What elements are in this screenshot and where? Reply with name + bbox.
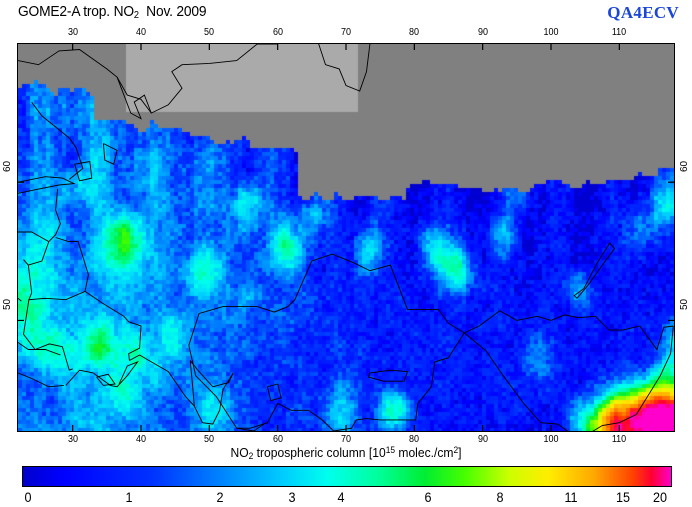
geo-line-12 [31, 101, 84, 180]
colorbar-tick-2: 2 [216, 489, 224, 505]
geo-line-7 [96, 373, 116, 386]
geo-line-24 [18, 342, 61, 356]
map-plot-area [17, 43, 675, 432]
title-date: Nov. 2009 [146, 3, 207, 20]
qa4ecv-logo: QA4ECV [607, 3, 679, 22]
colorbar-tick-8: 8 [496, 489, 504, 505]
coastline-overlay [18, 44, 674, 431]
lon-tick-110: 110 [612, 27, 627, 38]
colorbar-tick-3: 3 [288, 489, 296, 505]
colorbar-label-mid: tropospheric column [10 [253, 445, 386, 460]
colorbar-tick-1: 1 [125, 489, 133, 505]
lat-tick-left-60: 60 [2, 161, 13, 173]
lon-tick-bottom-60: 60 [272, 434, 283, 445]
title-subscript: 2 [133, 10, 139, 21]
colorbar-label-end: ] [458, 445, 462, 460]
page-title: GOME2-A trop. NO2 Nov. 2009 [18, 3, 207, 21]
colorbar-tick-6: 6 [424, 489, 432, 505]
lon-tick-bottom-40: 40 [135, 434, 147, 445]
geo-line-2 [318, 44, 371, 92]
geo-line-6 [65, 360, 139, 388]
colorbar-label-tail: molec./cm [395, 445, 454, 460]
lon-tick-100: 100 [543, 27, 559, 38]
colorbar-tick-15: 15 [616, 489, 631, 505]
lon-tick-70: 70 [340, 27, 352, 38]
geo-line-22 [129, 354, 195, 407]
colorbar-tick-0: 0 [24, 489, 32, 505]
lon-tick-bottom-30: 30 [67, 434, 78, 445]
geo-line-3 [18, 176, 76, 194]
geo-line-18 [188, 253, 465, 346]
colorbar-label: NO2 tropospheric column [1015 molec./cm2… [231, 446, 462, 461]
lon-tick-60: 60 [272, 27, 283, 38]
lon-tick-30: 30 [67, 27, 78, 38]
geo-line-5 [102, 143, 118, 165]
geo-line-16 [23, 299, 73, 371]
lon-tick-90: 90 [477, 27, 488, 38]
geo-line-10 [573, 242, 616, 299]
colorbar-gradient [23, 467, 671, 486]
colorbar-tick-4: 4 [336, 489, 345, 505]
colorbar-tick-11: 11 [564, 489, 578, 505]
lon-tick-bottom-90: 90 [477, 434, 488, 445]
geo-line-23 [236, 423, 265, 431]
geo-line-9 [266, 383, 282, 402]
geo-line-1 [116, 77, 152, 120]
lon-tick-bottom-70: 70 [340, 434, 352, 445]
geo-line-15 [27, 237, 89, 301]
lon-tick-80: 80 [409, 27, 420, 38]
title-instrument: GOME2-A trop. NO [18, 3, 134, 20]
geo-line-11 [367, 369, 409, 382]
geo-line-0 [18, 44, 278, 114]
lat-tick-left-50: 50 [2, 299, 13, 311]
geo-line-21 [463, 325, 674, 431]
geo-line-4 [74, 160, 93, 182]
geo-line-13 [23, 189, 61, 266]
lat-tick-right-60: 60 [679, 161, 690, 173]
geo-line-27 [18, 297, 22, 302]
geo-line-25 [18, 372, 64, 388]
colorbar [22, 466, 672, 487]
colorbar-label-exponent: 15 [385, 445, 396, 455]
lon-tick-bottom-100: 100 [543, 434, 559, 445]
geo-line-14 [18, 231, 50, 242]
lon-tick-bottom-50: 50 [204, 434, 215, 445]
lat-tick-right-50: 50 [679, 299, 690, 311]
colorbar-tick-20: 20 [652, 489, 668, 505]
geo-line-20 [464, 310, 674, 351]
lon-tick-bottom-80: 80 [409, 434, 420, 445]
colorbar-label-no: NO [230, 445, 249, 460]
lon-tick-bottom-110: 110 [612, 434, 627, 445]
lon-tick-40: 40 [135, 27, 147, 38]
lon-tick-50: 50 [204, 27, 215, 38]
geo-line-8 [189, 360, 234, 425]
geo-line-19 [188, 332, 465, 431]
colorbar-label-sub: 2 [248, 451, 254, 461]
colorbar-label-exponent2: 2 [453, 445, 459, 455]
geo-line-17 [84, 291, 142, 361]
